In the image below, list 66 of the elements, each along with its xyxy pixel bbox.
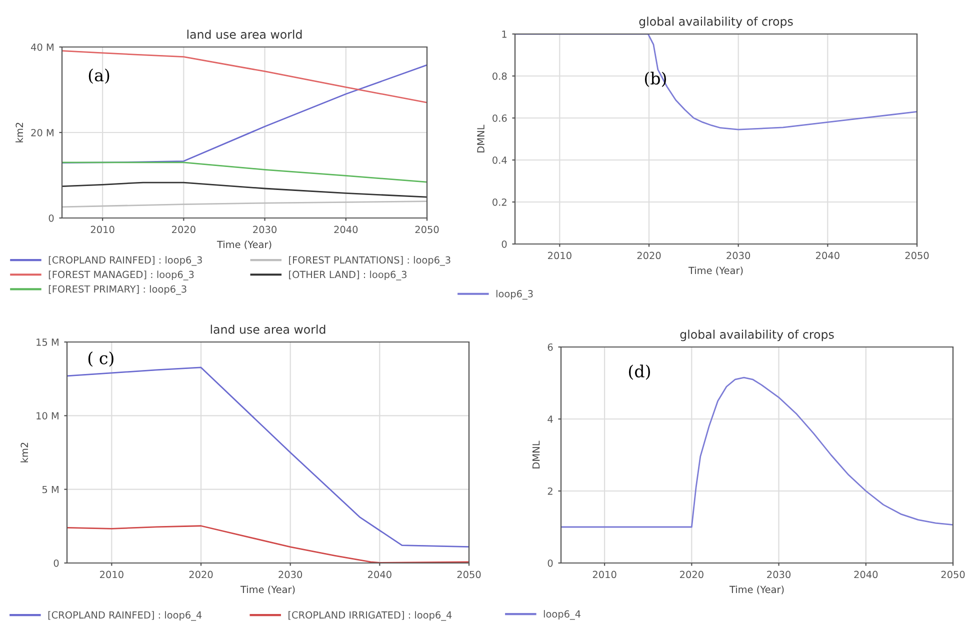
- y-tick-label: 0.2: [492, 198, 506, 206]
- y-axis-title: DMNL: [532, 440, 540, 468]
- line-series: [62, 162, 427, 183]
- x-tick-label: 2040: [854, 570, 878, 578]
- legend-label: [CROPLAND RAINFED] : loop6_4: [48, 611, 202, 621]
- y-tick-label: 0: [548, 559, 553, 567]
- x-tick-label: 2030: [726, 252, 750, 260]
- x-tick-label: 2040: [368, 570, 392, 578]
- legend-label: [FOREST PRIMARY] : loop6_3: [48, 285, 186, 295]
- legend-label: [CROPLAND IRRIGATED] : loop6_4: [288, 611, 452, 621]
- annotation: (d): [628, 364, 650, 380]
- x-tick-label: 2050: [415, 226, 439, 234]
- x-tick-label: 2020: [189, 570, 213, 578]
- chart-title: global availability of crops: [639, 16, 793, 28]
- legend-label: [FOREST PLANTATIONS] : loop6_3: [289, 256, 450, 266]
- line-series: [62, 50, 427, 104]
- x-axis-title: Time (Year): [240, 586, 295, 594]
- line-series: [62, 182, 427, 198]
- x-tick-label: 2010: [90, 226, 114, 234]
- y-tick-label: 4: [548, 416, 553, 423]
- x-tick-label: 2020: [637, 252, 661, 260]
- y-tick-label: 0.6: [492, 114, 507, 122]
- y-tick-label: 0: [502, 240, 507, 248]
- x-tick-label: 2050: [905, 252, 929, 260]
- y-tick-label: 20 M: [31, 128, 54, 136]
- x-axis-title: Time (Year): [216, 240, 272, 250]
- x-tick-label: 2030: [278, 570, 302, 578]
- legend-label: [OTHER LAND] : loop6_3: [289, 270, 406, 280]
- x-axis-title: Time (Year): [688, 266, 743, 276]
- x-tick-label: 2050: [457, 570, 481, 578]
- x-tick-label: 2010: [548, 252, 572, 260]
- legend-label: loop6_4: [544, 610, 580, 620]
- line-series: [67, 366, 469, 548]
- chart-title: land use area world: [187, 30, 302, 39]
- y-tick-label: 6: [548, 343, 553, 351]
- y-tick-label: 10 M: [36, 412, 58, 420]
- y-tick-label: 5 M: [42, 486, 58, 494]
- x-axis-title: Time (Year): [729, 586, 784, 594]
- y-axis-title: km2: [16, 122, 23, 142]
- legend-label: loop6_3: [496, 290, 533, 300]
- y-tick-label: 40 M: [30, 43, 54, 51]
- annotation: (b): [644, 72, 666, 87]
- legend-label: [CROPLAND RAINFED] : loop6_3: [48, 256, 202, 266]
- y-tick-label: 0.8: [492, 72, 507, 80]
- y-tick-label: 15 M: [36, 338, 58, 346]
- chart-title: global availability of crops: [680, 330, 834, 342]
- x-tick-label: 2030: [253, 226, 277, 234]
- y-tick-label: 0.4: [492, 156, 507, 164]
- x-tick-label: 2030: [767, 570, 791, 578]
- annotation: (a): [88, 68, 110, 84]
- x-tick-label: 2010: [592, 570, 616, 578]
- y-tick-label: 1: [502, 30, 506, 38]
- legend-label: [FOREST MANAGED] : loop6_3: [48, 270, 194, 280]
- x-tick-label: 2050: [941, 570, 965, 578]
- y-tick-label: 0: [54, 559, 59, 567]
- annotation: ( c): [88, 351, 114, 367]
- y-tick-label: 0: [48, 214, 54, 222]
- y-axis-title: km2: [20, 442, 28, 462]
- x-tick-label: 2040: [816, 252, 840, 260]
- y-tick-label: 2: [548, 487, 552, 495]
- x-tick-label: 2020: [680, 570, 704, 578]
- x-tick-label: 2010: [100, 570, 124, 578]
- y-axis-title: DMNL: [477, 124, 484, 152]
- chart-title: land use area world: [210, 324, 326, 334]
- x-tick-label: 2020: [172, 226, 196, 234]
- x-tick-label: 2040: [334, 226, 358, 234]
